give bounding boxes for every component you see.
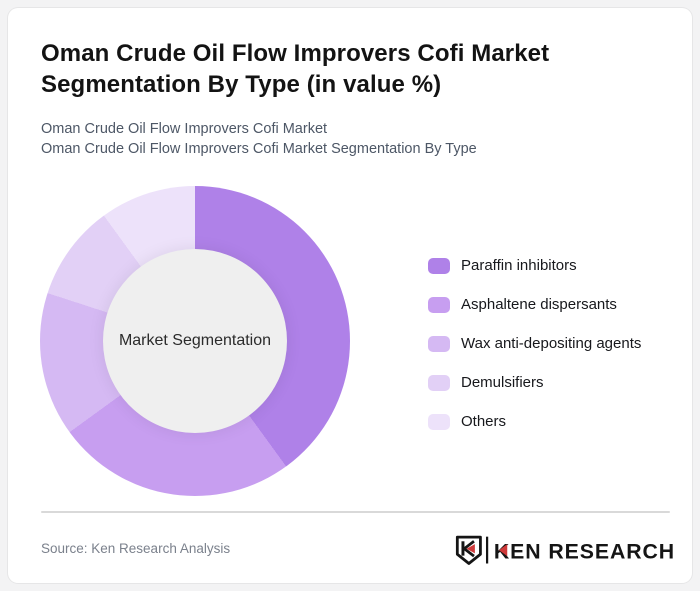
- legend-label: Paraffin inhibitors: [461, 257, 577, 274]
- page-title: Oman Crude Oil Flow Improvers Cofi Marke…: [41, 40, 550, 98]
- legend-swatch: [428, 296, 450, 313]
- shield-outline: [455, 535, 482, 565]
- donut-chart: Market Segmentation: [40, 186, 350, 496]
- legend-swatch: [428, 335, 450, 352]
- wordmark-red-triangle-icon: [498, 544, 508, 557]
- subtitle-line-1: Oman Crude Oil Flow Improvers Cofi Marke…: [41, 121, 328, 137]
- donut-center-label: Market Segmentation: [118, 332, 272, 349]
- legend-item: Asphaltene dispersants: [428, 296, 641, 313]
- legend-item: Paraffin inhibitors: [428, 257, 641, 274]
- report-card: Oman Crude Oil Flow Improvers Cofi Marke…: [8, 8, 692, 583]
- legend-swatch: [428, 257, 450, 274]
- footer-divider: [41, 511, 670, 513]
- badge-red-triangle-icon: [466, 544, 475, 554]
- legend-label: Demulsifiers: [461, 374, 544, 391]
- subtitle-line-2: Oman Crude Oil Flow Improvers Cofi Marke…: [41, 141, 477, 157]
- legend-item: Others: [428, 413, 641, 430]
- source-text: Source: Ken Research Analysis: [41, 541, 231, 556]
- legend: Paraffin inhibitors Asphaltene dispersant…: [428, 257, 641, 430]
- legend-swatch: [428, 374, 450, 391]
- logo-wordmark: KEN RESEARCH: [494, 539, 675, 563]
- legend-label: Asphaltene dispersants: [461, 296, 617, 313]
- legend-label: Wax anti-depositing agents: [461, 335, 642, 352]
- donut-center: Market Segmentation: [103, 249, 287, 433]
- badge-k-arms: [463, 540, 475, 558]
- legend-item: Wax anti-depositing agents: [428, 335, 641, 352]
- badge-k-stem: [461, 541, 465, 556]
- chart-subtitle: Oman Crude Oil Flow Improvers Cofi Marke…: [41, 119, 661, 159]
- legend-swatch: [428, 413, 450, 430]
- logo-shield-icon: [455, 535, 482, 565]
- logo-separator: [485, 536, 489, 564]
- legend-label: Others: [461, 413, 507, 430]
- ken-research-logo: KEN RESEARCH: [455, 535, 675, 565]
- legend-item: Demulsifiers: [428, 374, 641, 391]
